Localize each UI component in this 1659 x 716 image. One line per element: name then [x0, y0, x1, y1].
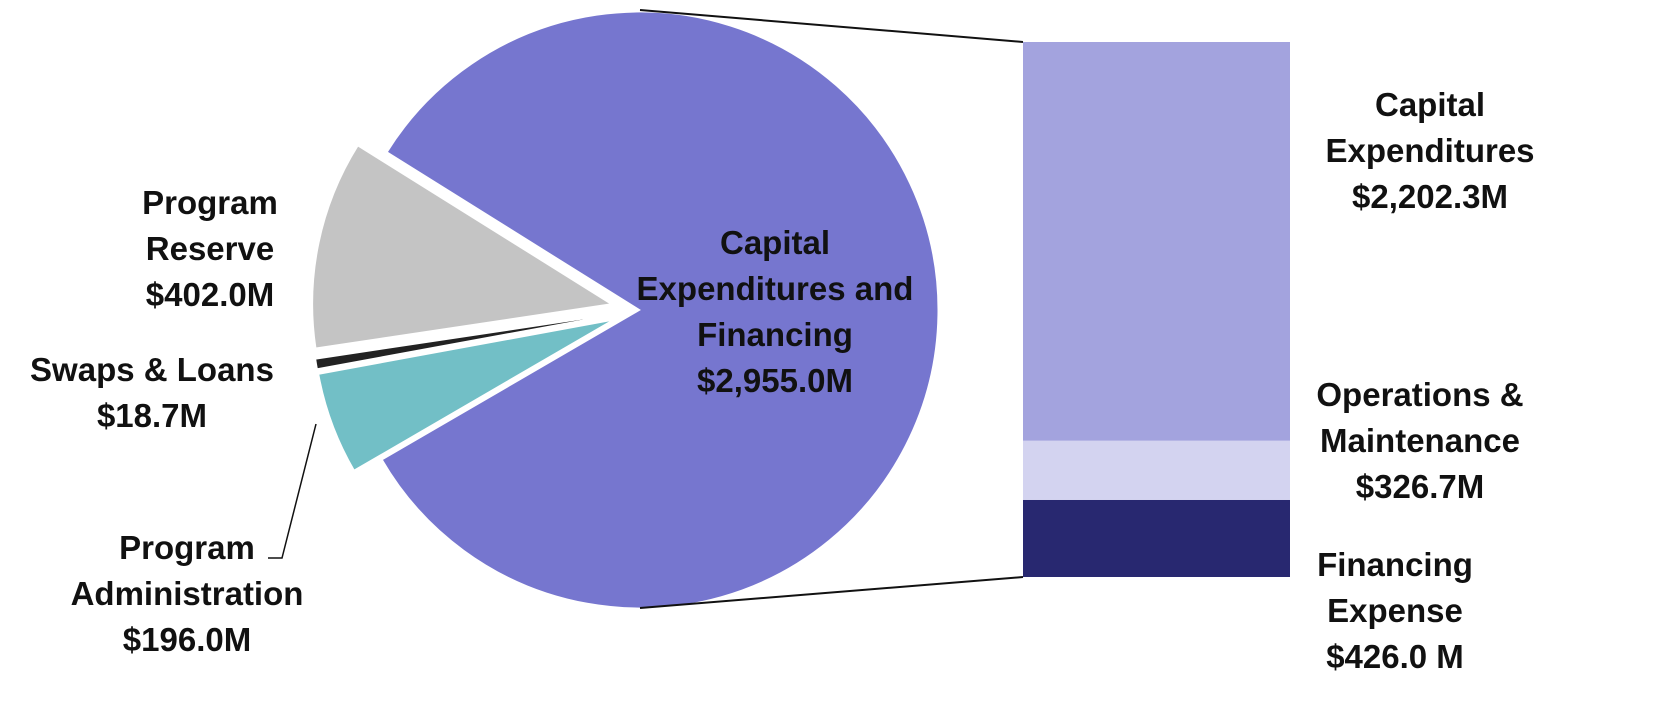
connector-line	[639, 576, 1024, 609]
data-label: Financing Expense $426.0 M	[1280, 542, 1510, 680]
data-label: Capital Expenditures and Financing $2,955…	[635, 220, 915, 404]
category-label: Financing Expense	[1317, 546, 1473, 629]
value-label: $196.0M	[122, 621, 252, 658]
value-label: $426.0 M	[1326, 638, 1464, 675]
category-label: Operations & Maintenance	[1316, 376, 1524, 459]
data-label: Program Administration $196.0M	[37, 525, 337, 663]
data-label: Capital Expenditures $2,202.3M	[1295, 82, 1565, 220]
category-label: Program Administration	[70, 529, 304, 612]
data-label: Program Reserve $402.0M	[110, 180, 310, 318]
value-label: $326.7M	[1355, 468, 1485, 505]
pie-slice	[312, 145, 613, 349]
category-label: Capital Expenditures	[1325, 86, 1535, 169]
category-label: Program Reserve	[142, 184, 278, 267]
pie-slice	[318, 319, 613, 471]
category-label: Swaps & Loans	[30, 351, 274, 388]
value-label: $2,202.3M	[1352, 178, 1508, 215]
value-label: $18.7M	[96, 397, 208, 434]
pie-slice	[381, 11, 939, 609]
bar-segment	[1023, 499, 1290, 577]
category-label: Capital Expenditures and Financing	[636, 224, 914, 353]
pie-slice	[315, 314, 611, 370]
leader-line	[268, 423, 317, 559]
bar-segment	[1023, 42, 1290, 441]
bar-segment	[1023, 440, 1290, 500]
data-label: Operations & Maintenance $326.7M	[1280, 372, 1560, 510]
connector-line	[639, 9, 1024, 43]
value-label: $402.0M	[145, 276, 275, 313]
data-label: Swaps & Loans $18.7M	[0, 347, 312, 439]
value-label: $2,955.0M	[697, 362, 853, 399]
